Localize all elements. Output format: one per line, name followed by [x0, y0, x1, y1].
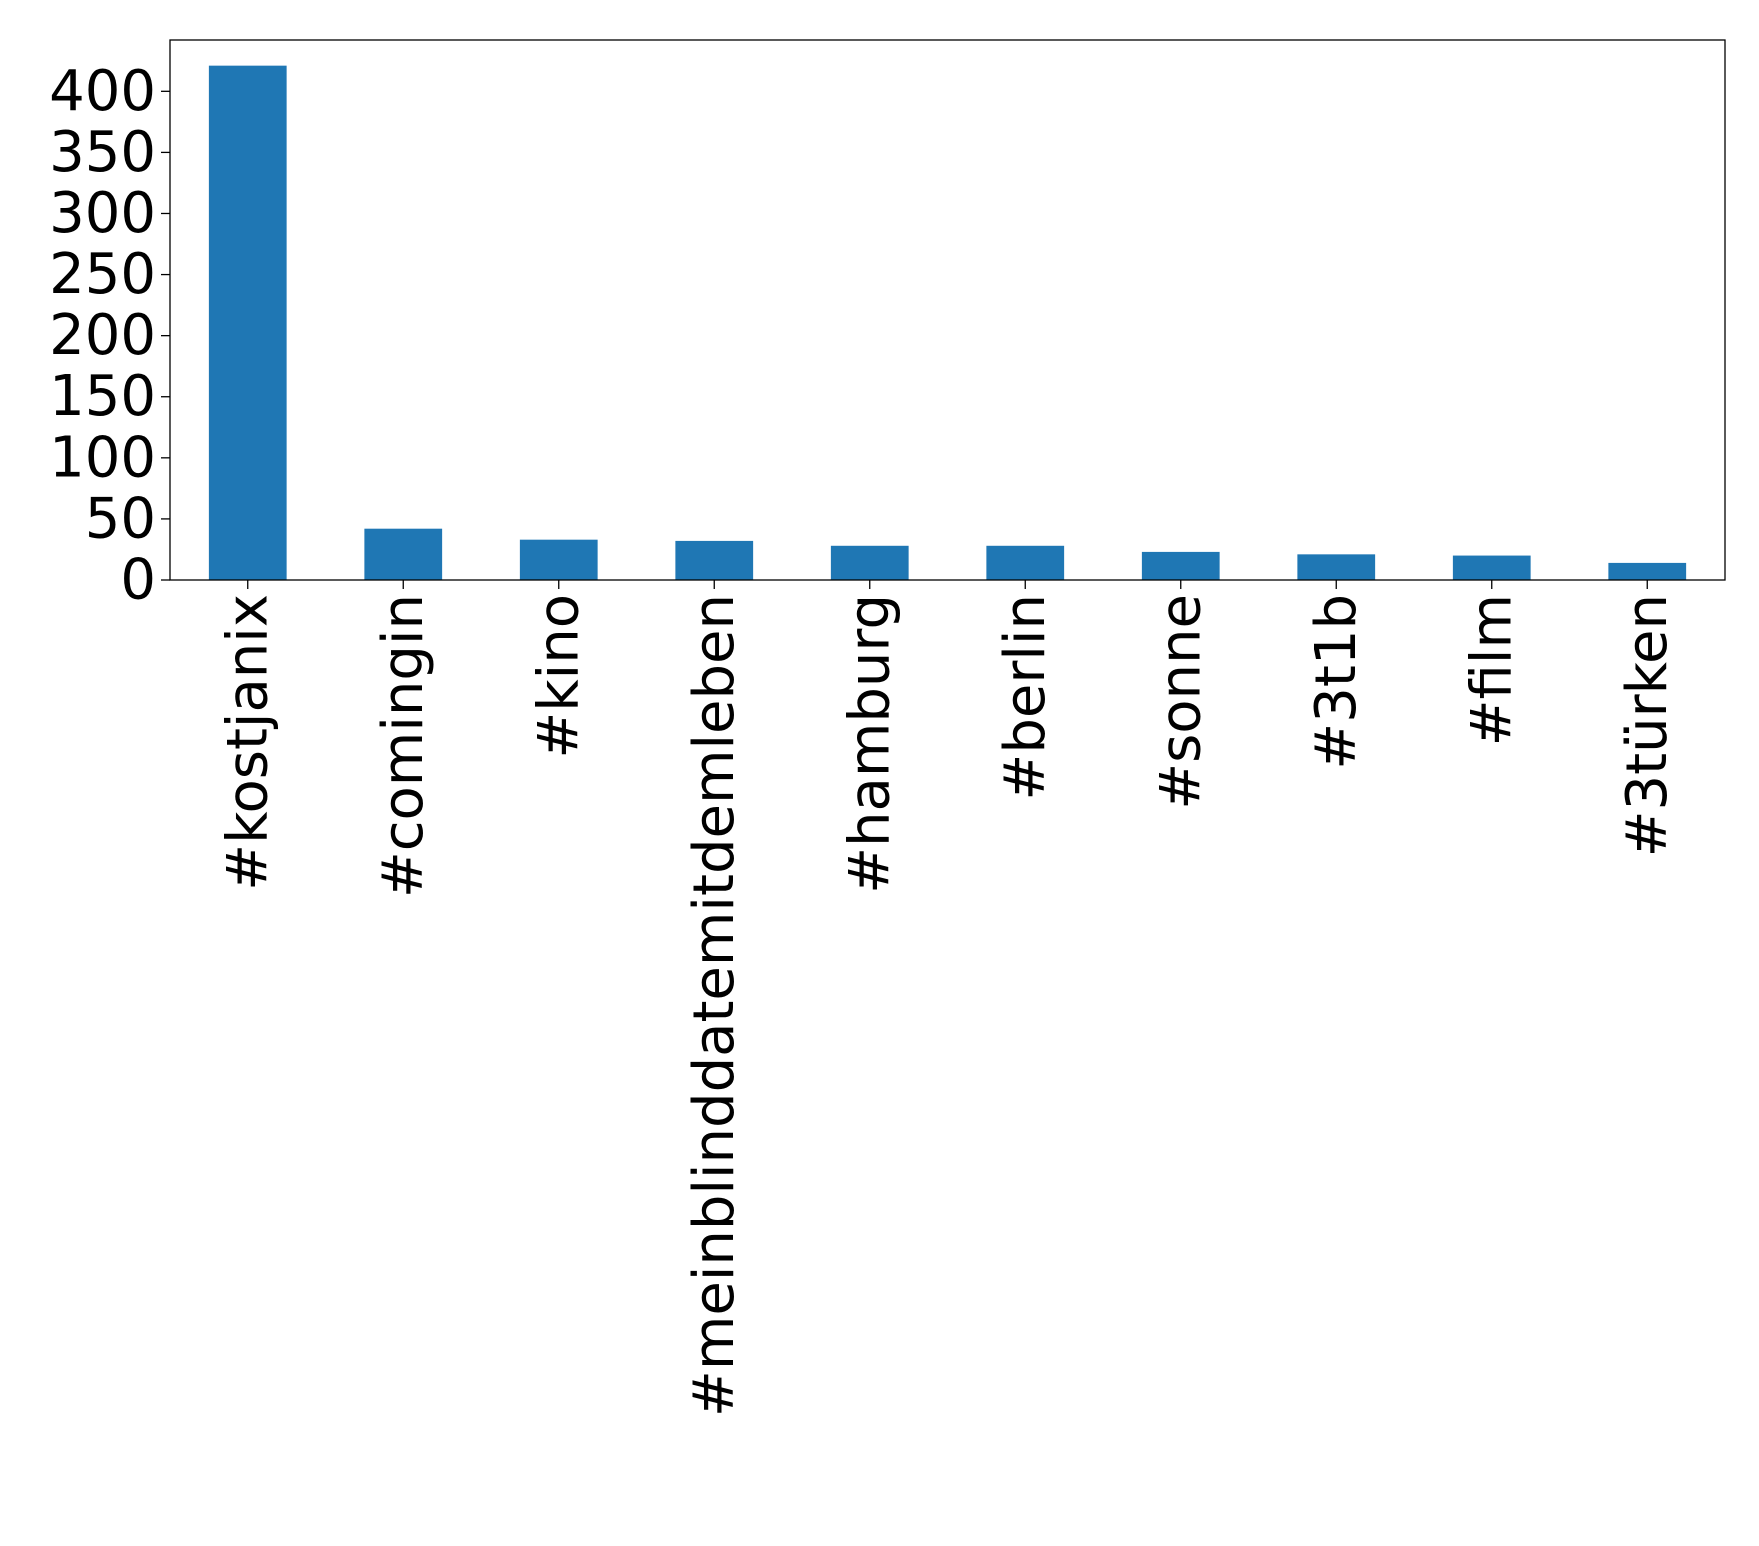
y-tick-label: 350	[49, 120, 156, 185]
x-tick-label: #kostjanix	[215, 594, 280, 891]
plot-frame	[169, 39, 1726, 581]
bar	[830, 545, 909, 580]
x-axis-ticks: #kostjanix #comingin #kino #meinblinddatemi…	[215, 580, 1680, 1417]
x-tick-label: #3türken	[1615, 594, 1680, 857]
y-tick-label: 100	[49, 425, 156, 490]
bar	[675, 540, 754, 580]
bar	[1141, 551, 1220, 580]
y-tick-label: 0	[120, 548, 156, 613]
x-tick-label: #hamburg	[837, 594, 902, 894]
bar	[986, 545, 1065, 580]
x-tick-label: #3t1b	[1304, 594, 1369, 770]
x-tick-label: #comingin	[371, 594, 436, 898]
x-tick-label: #kino	[526, 594, 591, 759]
x-tick-label: #film	[1459, 594, 1524, 746]
bar	[1452, 555, 1531, 580]
y-tick-label: 150	[49, 364, 156, 429]
x-tick-label: #sonne	[1148, 594, 1213, 810]
y-tick-label: 250	[49, 242, 156, 307]
bars-group	[208, 65, 1687, 580]
y-tick-label: 50	[85, 486, 156, 551]
y-tick-label: 400	[49, 59, 156, 124]
x-tick-label: #berlin	[993, 594, 1058, 801]
bar	[1608, 562, 1687, 580]
bar	[208, 65, 287, 580]
y-tick-label: 300	[49, 181, 156, 246]
bar	[1297, 554, 1376, 580]
x-tick-label: #meinblinddatemitdemleben	[682, 594, 747, 1417]
bar	[364, 528, 443, 580]
bar	[519, 539, 598, 580]
y-tick-label: 200	[49, 303, 156, 368]
